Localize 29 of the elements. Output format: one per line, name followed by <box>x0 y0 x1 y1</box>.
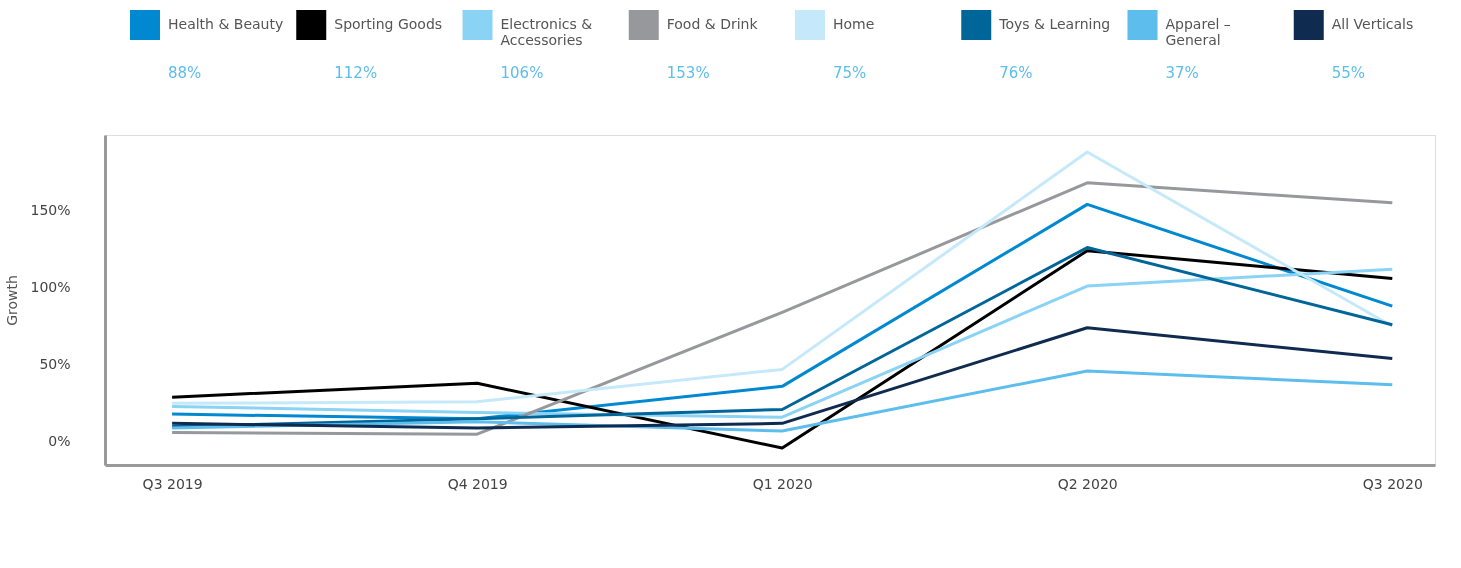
text: 106% <box>500 64 544 82</box>
legend-label: Home <box>833 16 875 32</box>
x-tick-label: Q3 2019 <box>142 475 203 492</box>
text: 76% <box>999 64 1033 82</box>
legend-label: Apparel – General <box>1165 16 1231 48</box>
y-tick-label: 100% <box>30 279 71 296</box>
text: 75% <box>833 64 867 82</box>
y-tick-label: 0% <box>48 433 71 450</box>
line-series <box>170 267 1394 419</box>
text: 112% <box>334 64 378 82</box>
y-tick-label: 50% <box>39 356 71 373</box>
legend-label: Health & Beauty <box>168 16 284 32</box>
x-tick-label: Q2 2020 <box>1057 475 1118 492</box>
legend-label: All Verticals <box>1331 16 1414 32</box>
text: 55% <box>1331 64 1366 82</box>
x-tick-label: Q1 2020 <box>752 475 813 492</box>
x-tick-label: Q3 2020 <box>1362 475 1423 492</box>
line-series <box>170 150 1394 405</box>
y-tick-label: 150% <box>30 202 71 219</box>
y-axis-title: Growth <box>4 275 21 326</box>
x-tick-label: Q4 2019 <box>447 475 508 492</box>
text: 37% <box>1165 64 1199 82</box>
legend-label: Food & Drink <box>666 16 759 32</box>
legend-label: Sporting Goods <box>334 16 443 32</box>
line-series <box>170 326 1394 430</box>
legend-label: Electronics & Accessories <box>500 16 593 48</box>
text: 88% <box>168 64 202 82</box>
legend-label: Toys & Learning <box>998 16 1111 32</box>
text: 153% <box>666 64 710 82</box>
